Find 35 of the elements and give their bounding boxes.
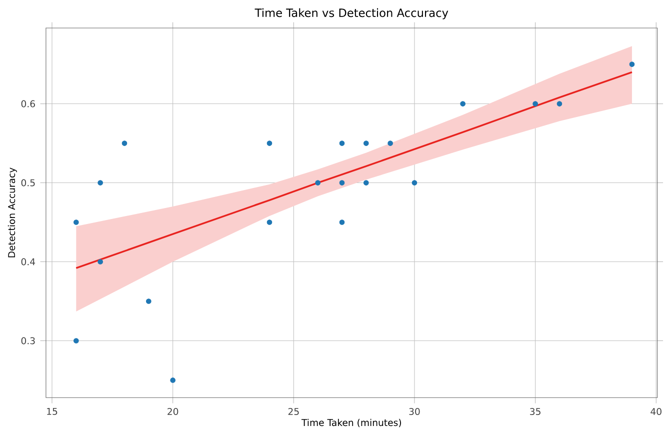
x-tick-label: 25 [288, 408, 299, 416]
point [266, 220, 272, 226]
x-tick-label: 35 [530, 408, 540, 416]
point [339, 220, 345, 226]
y-tick-label: 0.4 [21, 258, 36, 266]
point [339, 180, 345, 186]
point [73, 338, 79, 344]
point [170, 378, 176, 384]
point [73, 220, 79, 226]
point [315, 180, 320, 186]
x-tick-label: 15 [47, 408, 58, 416]
x-axis-title: Time Taken (minutes) [301, 419, 402, 428]
x-tick-label: 20 [168, 408, 178, 416]
line-series [75, 72, 633, 270]
point [629, 62, 635, 68]
point [122, 140, 128, 146]
y-axis-title: Detection Accuracy [8, 168, 17, 258]
point [146, 298, 152, 304]
x-tick-label: 40 [650, 408, 662, 416]
point [363, 140, 369, 146]
point [98, 259, 103, 265]
point [556, 101, 562, 107]
point [339, 140, 345, 146]
point [363, 180, 369, 186]
point [388, 140, 393, 146]
chart-title: Time Taken vs Detection Accuracy [254, 8, 448, 20]
x-tick-label: 30 [409, 408, 420, 416]
point [98, 180, 103, 186]
point [266, 140, 272, 146]
y-tick-label: 0.3 [21, 337, 35, 344]
y-tick-label: 0.6 [21, 100, 35, 108]
point [412, 180, 418, 186]
point [532, 101, 538, 107]
point [460, 101, 466, 107]
y-tick-label: 0.5 [21, 179, 35, 187]
